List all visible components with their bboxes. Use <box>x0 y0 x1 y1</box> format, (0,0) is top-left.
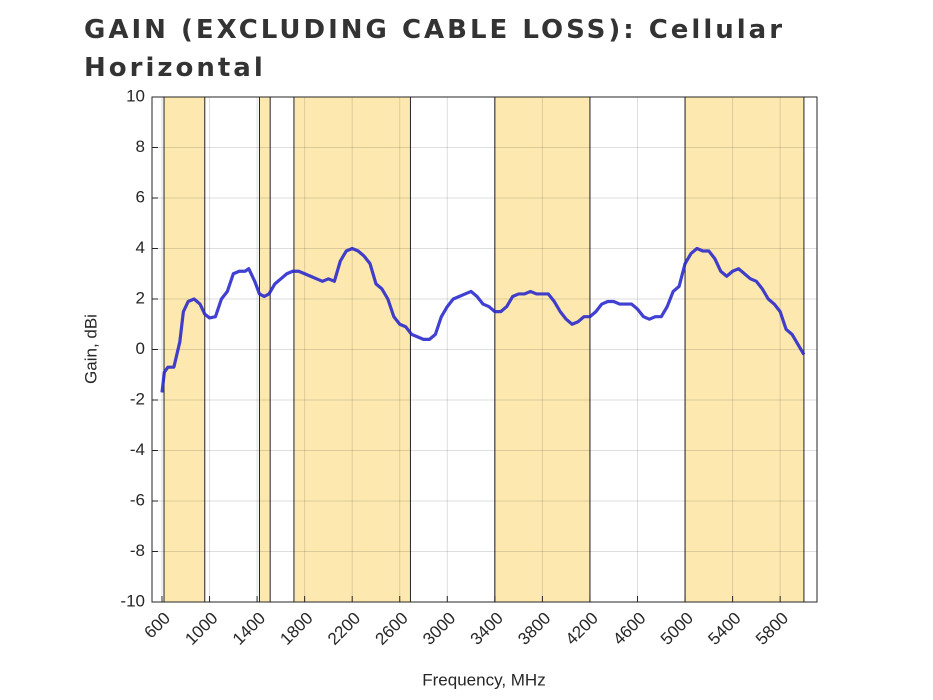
x-tick-label: 2600 <box>372 609 412 649</box>
x-tick-label: 4600 <box>609 609 649 649</box>
x-tick-label: 5800 <box>752 609 792 649</box>
y-axis-label: Gain, dBi <box>81 314 100 384</box>
y-tick-label: 4 <box>136 238 145 257</box>
y-tick-label: 6 <box>136 187 145 206</box>
x-tick-label: 5400 <box>704 609 744 649</box>
x-tick-label: 1000 <box>181 609 221 649</box>
y-tick-label: 0 <box>136 339 145 358</box>
plot-frame <box>151 96 818 603</box>
y-tick-label: 10 <box>126 86 145 105</box>
chart-title-line-1: GAIN (EXCLUDING CABLE LOSS): Cellular Hor… <box>84 15 785 83</box>
shaded-band <box>164 97 205 602</box>
shaded-band <box>259 97 271 602</box>
x-tick-label: 3400 <box>467 609 507 649</box>
x-axis-label: Frequency, MHz <box>422 670 545 689</box>
y-tick-label: 8 <box>136 137 145 156</box>
y-tick-label: 2 <box>136 288 145 307</box>
shaded-band <box>685 97 804 602</box>
shaded-band <box>293 97 411 602</box>
y-tick-label: -2 <box>130 389 145 408</box>
y-tick-label: -8 <box>130 541 145 560</box>
data-line <box>160 246 806 393</box>
x-tick-label: 3000 <box>419 609 459 649</box>
x-tick-label: 3800 <box>514 609 554 649</box>
x-tick-label: 4200 <box>562 609 602 649</box>
y-tick-label: -10 <box>120 591 145 610</box>
x-tick-label: 1800 <box>276 609 316 649</box>
x-tick-label: 2200 <box>324 609 364 649</box>
x-tick-label: 5000 <box>657 609 697 649</box>
y-tick-label: -6 <box>130 490 145 509</box>
x-tick-label: 1400 <box>229 609 269 649</box>
y-tick-label: -4 <box>130 440 145 459</box>
x-tick-label: 600 <box>140 609 173 642</box>
shaded-band <box>494 97 590 602</box>
